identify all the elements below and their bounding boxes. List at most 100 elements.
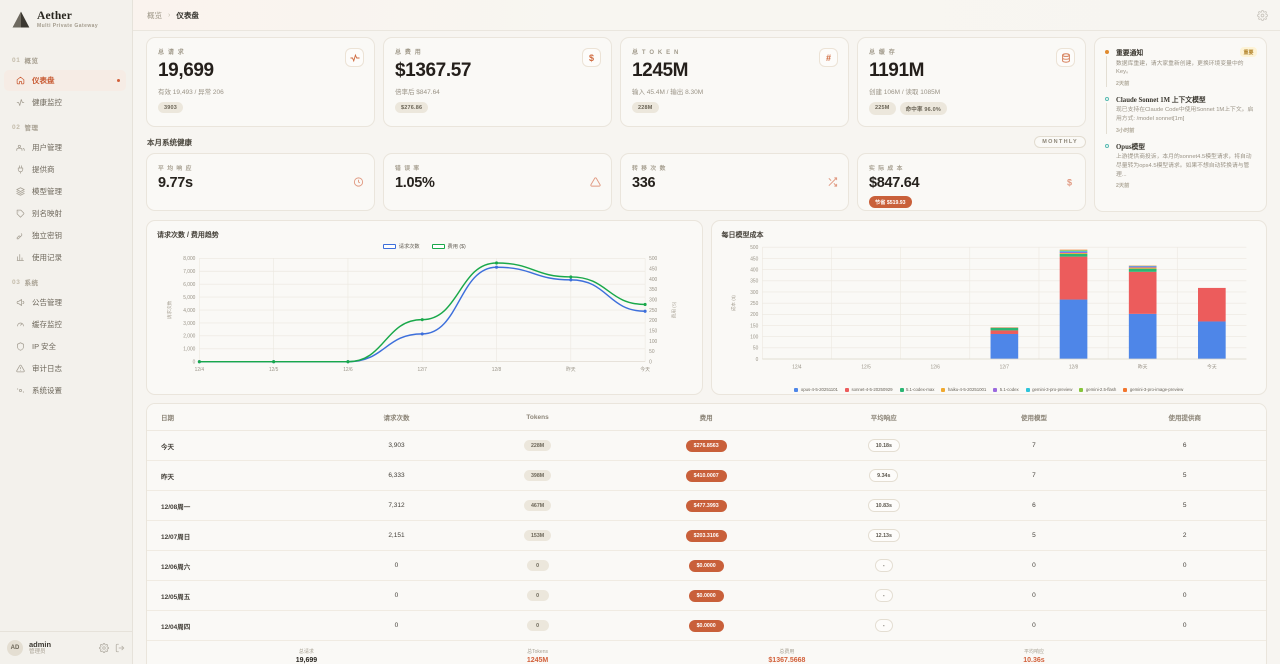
cell-latency: 10.83s — [803, 490, 965, 521]
table-row[interactable]: 12/04周四 0 0 $0.0000-0 0 — [147, 610, 1266, 641]
sidebar-item-仪表盘[interactable]: 仪表盘 — [4, 70, 126, 91]
line-chart-area: 0 1,000 2,000 3,000 4,000 5,000 6,000 7,000 8,00… — [157, 252, 692, 387]
legend-item[interactable]: 请求次数 — [382, 243, 420, 250]
table-col-header[interactable]: 日期 — [147, 404, 328, 431]
brand[interactable]: Aether Multi Private Gateway — [0, 0, 132, 40]
svg-text:150: 150 — [649, 328, 657, 334]
sidebar-item-模型管理[interactable]: 模型管理 — [4, 181, 126, 202]
table-col-header[interactable]: 请求次数 — [327, 404, 466, 431]
cell-cost: $0.0000 — [609, 610, 804, 641]
table-row[interactable]: 昨天 6,333 398M $410.0007 9.34s 7 5 — [147, 460, 1266, 491]
cell-models: 0 — [964, 610, 1104, 641]
table-header-row: 日期 请求次数 Tokens 费用 平均响应 使用模型 使用提供商 — [147, 404, 1266, 431]
bar-legend-label: sonnet-4-5-20250929 — [851, 387, 893, 393]
table-col-header[interactable]: 使用模型 — [964, 404, 1104, 431]
footer-label: 总费用 — [779, 649, 795, 655]
legend-swatch — [382, 244, 396, 249]
bar-legend-label: gemini-3-pro-image-preview — [1129, 387, 1184, 393]
tokens-badge: 0 — [526, 620, 549, 631]
health-card-1: 错 误 率 1.05% — [383, 153, 612, 211]
bar-legend-swatch — [1025, 387, 1030, 392]
bar-legend-item[interactable]: 5.1-codex — [993, 387, 1019, 392]
bar-legend-item[interactable]: gemini-2.5-flash — [1079, 387, 1116, 392]
notification-desc: 上游提供商投诉，本月的sonnet4.5模型请求，将自动尽量转为ops4.5模型… — [1116, 154, 1252, 178]
sidebar-item-审计日志[interactable]: 审计日志 — [4, 358, 126, 379]
period-tag[interactable]: MONTHLY — [1034, 136, 1086, 148]
health-card-2: 转 移 次 数 336 — [620, 153, 849, 211]
nav-group-number: 03 — [12, 278, 21, 286]
notification-item[interactable]: 重要通知 重要 数据库重建，请大家重新创建，更换环境变量中的Key。 2天前 — [1103, 47, 1257, 94]
notification-rail — [1103, 94, 1110, 134]
bar-legend-item[interactable]: haiku-4-5-20251001 — [941, 387, 986, 392]
bar-legend-item[interactable]: opus-4-5-20251101 — [794, 387, 838, 392]
cell-models: 6 — [964, 490, 1104, 521]
sidebar-item-公告管理[interactable]: 公告管理 — [4, 292, 126, 313]
tokens-badge: 228M — [523, 440, 552, 451]
sidebar-item-label: IP 安全 — [32, 342, 57, 351]
sidebar-item-label: 独立密钥 — [32, 231, 62, 240]
sidebar-item-用户管理[interactable]: 用户管理 — [4, 137, 126, 158]
table-col-header[interactable]: 平均响应 — [803, 404, 965, 431]
breadcrumb-parent[interactable]: 概览 — [147, 10, 162, 20]
bar-legend-item[interactable]: sonnet-4-5-20250929 — [844, 387, 893, 393]
sidebar-item-别名映射[interactable]: 别名映射 — [4, 203, 126, 224]
svg-text:0: 0 — [755, 357, 758, 363]
bar-legend-item[interactable]: gemini-3-pro-image-preview — [1123, 387, 1183, 392]
cell-requests: 6,333 — [327, 460, 466, 491]
bar-chart-icon — [16, 254, 24, 261]
user-name: admin — [29, 639, 52, 649]
table-col-header[interactable]: 使用提供商 — [1103, 404, 1266, 431]
table-col-header[interactable]: Tokens — [465, 404, 610, 431]
cell-latency: 10.18s — [803, 430, 965, 461]
svg-text:300: 300 — [750, 290, 758, 296]
clock-icon — [353, 177, 364, 187]
cost-badge: $203.3106 — [685, 529, 727, 542]
breadcrumb-separator: › — [168, 11, 171, 19]
table-row[interactable]: 12/08周一 7,312 467M $477.3993 10.83s 6 5 — [147, 490, 1266, 521]
bar-legend-label: haiku-4-5-20251001 — [947, 387, 987, 393]
table-row[interactable]: 12/05周五 0 0 $0.0000-0 0 — [147, 580, 1266, 611]
nav-group-title-管理: 02 管理 — [0, 114, 132, 137]
warning-icon — [590, 177, 601, 187]
table-row[interactable]: 12/07周日 2,151 153M $203.3106 12.13s 5 2 — [147, 520, 1266, 551]
notification-item[interactable]: Opus模型 上游提供商投诉，本月的sonnet4.5模型请求，将自动尽量转为op… — [1103, 141, 1257, 197]
svg-text:12/4: 12/4 — [792, 364, 802, 370]
stat-label: 总 请 求 — [158, 50, 185, 56]
legend-item[interactable]: 费用 ($) — [431, 243, 466, 250]
svg-text:8,000: 8,000 — [183, 256, 195, 262]
sidebar-item-使用记录[interactable]: 使用记录 — [4, 247, 126, 268]
svg-text:12/8: 12/8 — [492, 367, 502, 373]
table-col-header[interactable]: 费用 — [609, 404, 804, 431]
sidebar-item-独立密钥[interactable]: 独立密钥 — [4, 225, 126, 246]
logout-icon[interactable] — [115, 643, 125, 653]
latency-badge: 9.34s — [869, 469, 899, 482]
sidebar-item-系统设置[interactable]: 系统设置 — [4, 380, 126, 401]
notification-title: 重要通知 — [1116, 50, 1144, 57]
table-row[interactable]: 今天 3,903 228M $276.8563 10.18s 7 6 — [147, 430, 1266, 461]
cost-badge: $477.3993 — [685, 499, 727, 512]
bar-legend-item[interactable]: gemini-3-pro-preview — [1025, 387, 1072, 392]
bar-legend-item[interactable]: 5.1-codex-max — [899, 387, 934, 392]
sidebar-item-提供商[interactable]: 提供商 — [4, 159, 126, 180]
stat-label: 总 T O K E N — [632, 50, 680, 56]
gauge-icon — [17, 322, 24, 327]
shuffle-icon — [828, 177, 838, 187]
svg-text:400: 400 — [750, 267, 758, 273]
sidebar-item-IP 安全[interactable]: IP 安全 — [4, 336, 126, 357]
sidebar-item-健康监控[interactable]: 健康监控 — [4, 92, 126, 113]
stats-column: 总 请 求 19,699 有效 19,493 / 异常 206 3903 总 费 用 $1… — [146, 37, 1086, 211]
health-value: 9.77s — [158, 175, 193, 191]
svg-text:昨天: 昨天 — [566, 366, 576, 373]
health-card-0: 平 均 响 应 9.77s — [146, 153, 375, 211]
notification-item[interactable]: Claude Sonnet 1M 上下文模型 现已支持在Claude Code中使… — [1103, 94, 1257, 141]
cell-providers: 5 — [1103, 460, 1266, 491]
table-row[interactable]: 12/06周六 0 0 $0.0000-0 0 — [147, 550, 1266, 581]
sidebar-item-缓存监控[interactable]: 缓存监控 — [4, 314, 126, 335]
health-value: 336 — [632, 175, 656, 191]
table-footer-cell: 平均响应 10.36s — [964, 640, 1104, 664]
gear-icon[interactable] — [99, 643, 109, 653]
svg-text:500: 500 — [750, 245, 758, 251]
cost-badge: $276.8563 — [685, 439, 727, 452]
settings-icon[interactable] — [1257, 9, 1268, 21]
cell-cost: $203.3106 — [609, 520, 804, 551]
